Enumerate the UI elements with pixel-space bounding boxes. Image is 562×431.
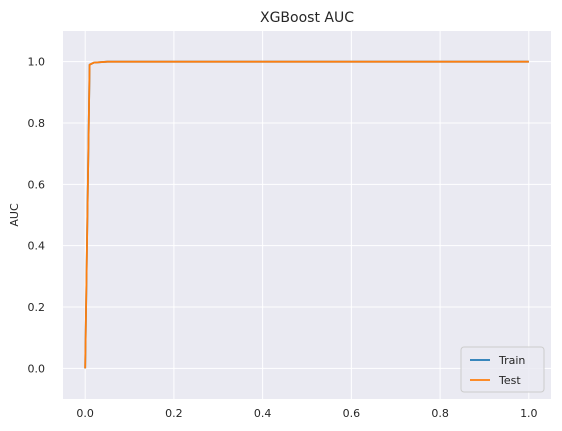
legend: Train Test xyxy=(460,346,545,393)
chart-title: XGBoost AUC xyxy=(260,10,354,26)
x-tick-label: 0.8 xyxy=(431,407,449,420)
y-tick-label: 0.6 xyxy=(28,178,46,191)
y-tick-label: 0.0 xyxy=(28,362,46,375)
y-axis-label: AUC xyxy=(8,203,21,227)
x-tick-label: 0.2 xyxy=(165,407,183,420)
series-lines xyxy=(84,60,529,369)
legend-label-test: Test xyxy=(498,374,521,387)
x-tick-label: 0.4 xyxy=(254,407,272,420)
y-tick-label: 0.2 xyxy=(28,301,46,314)
x-tick-label: 0.6 xyxy=(343,407,361,420)
plot-area xyxy=(63,31,551,399)
y-tick-labels: 0.0 0.2 0.4 0.6 0.8 1.0 xyxy=(28,56,46,376)
x-tick-label: 1.0 xyxy=(520,407,538,420)
grid-lines xyxy=(63,31,551,399)
y-tick-label: 0.8 xyxy=(28,117,46,130)
x-tick-label: 0.0 xyxy=(76,407,94,420)
x-tick-labels: 0.0 0.2 0.4 0.6 0.8 1.0 xyxy=(76,407,537,420)
y-tick-label: 1.0 xyxy=(28,56,46,69)
series-line-test xyxy=(84,60,529,369)
legend-label-train: Train xyxy=(498,354,525,367)
y-tick-label: 0.4 xyxy=(28,240,46,253)
